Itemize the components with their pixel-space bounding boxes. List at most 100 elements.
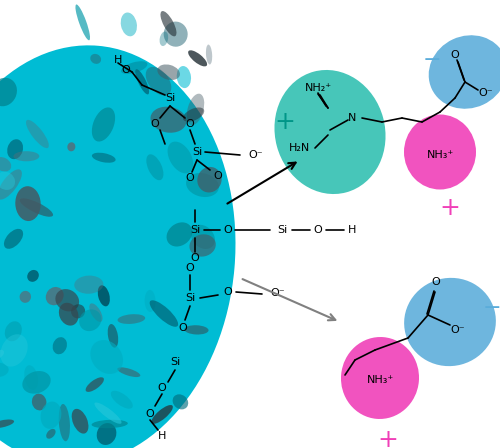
Text: Si: Si — [185, 293, 195, 303]
Text: N: N — [348, 113, 356, 123]
Ellipse shape — [56, 289, 79, 311]
Text: O⁻: O⁻ — [270, 288, 285, 298]
Ellipse shape — [176, 66, 191, 88]
Ellipse shape — [164, 22, 188, 47]
Ellipse shape — [7, 139, 23, 159]
Text: O: O — [314, 225, 322, 235]
Text: NH₃⁺: NH₃⁺ — [366, 375, 394, 385]
Text: O: O — [186, 119, 194, 129]
Text: O⁻: O⁻ — [450, 325, 466, 335]
Ellipse shape — [27, 270, 39, 282]
Text: O: O — [186, 263, 194, 273]
Text: O: O — [190, 253, 200, 263]
Ellipse shape — [98, 285, 110, 306]
Ellipse shape — [0, 350, 4, 359]
Ellipse shape — [90, 303, 102, 322]
Ellipse shape — [120, 13, 137, 36]
Ellipse shape — [108, 324, 118, 348]
Text: −: − — [482, 298, 500, 318]
Ellipse shape — [5, 321, 22, 341]
Ellipse shape — [24, 365, 38, 390]
Ellipse shape — [206, 44, 212, 65]
Ellipse shape — [187, 94, 204, 125]
Ellipse shape — [68, 142, 76, 151]
Ellipse shape — [404, 278, 496, 366]
Text: O⁻: O⁻ — [478, 88, 494, 98]
Ellipse shape — [0, 78, 17, 106]
Ellipse shape — [146, 67, 172, 95]
Ellipse shape — [160, 31, 168, 46]
Text: Si: Si — [165, 93, 175, 103]
Text: NH₃⁺: NH₃⁺ — [426, 150, 454, 160]
Text: Si: Si — [277, 225, 287, 235]
Ellipse shape — [71, 304, 85, 319]
Ellipse shape — [188, 50, 207, 66]
Ellipse shape — [92, 153, 116, 163]
Ellipse shape — [191, 225, 215, 249]
Text: O: O — [224, 287, 232, 297]
Ellipse shape — [96, 423, 116, 445]
Ellipse shape — [79, 310, 102, 331]
Ellipse shape — [152, 405, 173, 424]
Ellipse shape — [198, 167, 222, 193]
Ellipse shape — [0, 169, 22, 200]
Ellipse shape — [46, 287, 64, 305]
Ellipse shape — [166, 222, 192, 246]
Text: O: O — [150, 119, 160, 129]
Ellipse shape — [74, 276, 104, 294]
Ellipse shape — [94, 402, 122, 424]
Ellipse shape — [16, 186, 40, 221]
Ellipse shape — [404, 115, 476, 190]
Ellipse shape — [184, 325, 208, 335]
Ellipse shape — [20, 198, 53, 217]
Ellipse shape — [111, 391, 133, 409]
Text: −: − — [422, 50, 442, 70]
Ellipse shape — [40, 401, 62, 429]
Ellipse shape — [26, 120, 49, 148]
Text: +: + — [378, 428, 398, 448]
Text: O: O — [158, 383, 166, 393]
Ellipse shape — [150, 300, 178, 327]
Text: +: + — [440, 196, 460, 220]
Ellipse shape — [90, 54, 101, 64]
Text: O: O — [178, 323, 188, 333]
Ellipse shape — [14, 151, 40, 161]
Text: O: O — [146, 409, 154, 419]
Text: H: H — [348, 225, 356, 235]
Ellipse shape — [172, 394, 188, 409]
Ellipse shape — [150, 107, 186, 133]
Ellipse shape — [92, 420, 128, 428]
Ellipse shape — [0, 172, 15, 190]
Ellipse shape — [121, 61, 148, 74]
Ellipse shape — [22, 371, 50, 394]
Text: O: O — [122, 65, 130, 75]
Text: H: H — [158, 431, 166, 441]
Text: H₂N: H₂N — [290, 143, 310, 153]
Ellipse shape — [0, 334, 28, 366]
Text: O⁻: O⁻ — [248, 150, 264, 160]
Text: O: O — [450, 50, 460, 60]
Ellipse shape — [183, 108, 204, 122]
Text: O: O — [432, 277, 440, 287]
Ellipse shape — [86, 377, 104, 392]
Ellipse shape — [72, 409, 88, 434]
Ellipse shape — [341, 337, 419, 419]
Text: H: H — [114, 55, 122, 65]
Ellipse shape — [90, 340, 123, 374]
Ellipse shape — [32, 394, 46, 410]
Ellipse shape — [0, 45, 236, 448]
Text: Si: Si — [190, 225, 200, 235]
Ellipse shape — [92, 108, 115, 142]
Ellipse shape — [20, 291, 31, 303]
Ellipse shape — [0, 419, 14, 428]
Ellipse shape — [186, 173, 219, 197]
Ellipse shape — [118, 367, 141, 377]
Text: O: O — [186, 173, 194, 183]
Ellipse shape — [160, 11, 176, 36]
Ellipse shape — [46, 429, 56, 439]
Ellipse shape — [0, 157, 11, 172]
Ellipse shape — [135, 69, 149, 95]
Ellipse shape — [118, 314, 145, 324]
Ellipse shape — [0, 362, 8, 377]
Ellipse shape — [146, 154, 164, 180]
